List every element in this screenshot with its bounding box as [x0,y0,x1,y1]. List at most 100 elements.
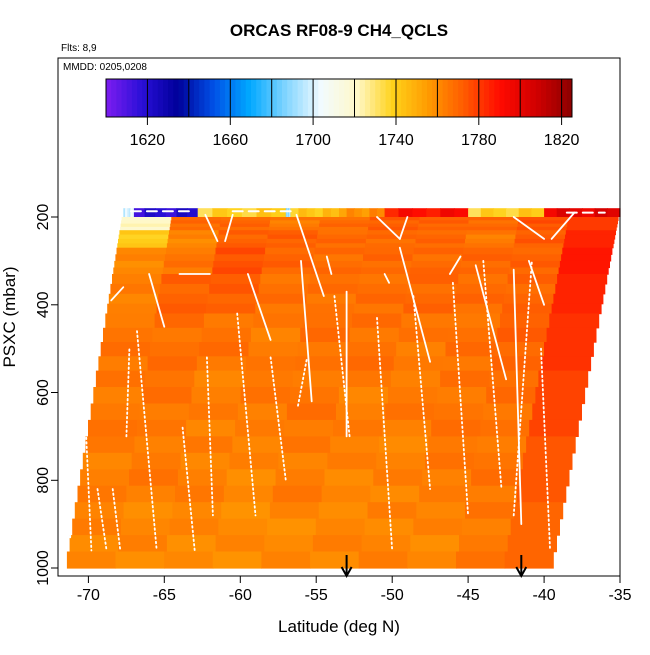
heatmap-cell [411,260,462,269]
heatmap-cell [509,267,560,275]
heatmap-cell [302,313,353,329]
heatmap-cell [462,518,512,536]
heatmap-cell [210,274,261,285]
x-axis-label: Latitude (deg N) [278,617,400,636]
colorbar-swatch [385,79,392,117]
heatmap-cell [319,220,370,225]
heatmap-cell [255,303,306,315]
colorbar-swatch [515,79,521,117]
heatmap-cell [260,274,311,285]
heatmap-cell [284,419,334,437]
heatmap-cell-upper [440,208,455,217]
flight-track-dotted [96,488,108,552]
heatmap-cell [477,436,527,454]
heatmap-cell [330,436,380,454]
heatmap-cell [526,436,576,454]
flight-track-solid [204,213,219,243]
x-tick-label: -40 [533,587,556,604]
colorbar-swatch [157,79,164,117]
heatmap-cell [489,370,540,388]
colorbar-swatch [530,79,537,117]
heatmap-cell-upper [339,208,348,217]
heatmap-cell-upper [130,208,133,217]
flight-track-dotted [269,356,287,482]
flight-track-solid [148,273,166,328]
heatmap-cell-upper [426,208,441,217]
heatmap-cell [517,223,568,228]
heatmap-cell [418,220,470,225]
heatmap-cell [118,535,168,553]
heatmap-cell [220,217,272,221]
heatmap-cell [220,220,271,225]
heatmap-cell [315,518,366,536]
heatmap-cell-upper [531,208,545,217]
y-tick-label: 1000 [35,550,52,586]
heatmap-cell [309,274,360,285]
colorbar-swatch [219,79,226,117]
colorbar-swatch [178,79,185,117]
heatmap-cell [367,502,417,520]
heatmap-cell [147,356,198,372]
colorbar-swatch [566,79,573,117]
heatmap-cell [408,274,459,285]
flight-track-dotted [125,347,131,438]
y-tick-label: 400 [35,291,52,318]
flight-track-dotted [69,373,78,539]
colorbar-swatch [142,79,148,117]
flight-track-solid [224,213,234,243]
y-tick-label: 600 [35,379,52,406]
colorbar-swatch [251,79,257,117]
heatmap-cell [221,502,271,520]
heatmap-cell [553,293,604,305]
heatmap-cell [365,243,416,249]
heatmap-cell-upper [212,208,228,217]
heatmap-layer [66,208,621,569]
heatmap-cell [365,238,417,244]
colorbar-swatch [106,79,112,117]
colorbar-swatch [468,79,475,117]
heatmap-cell-upper [314,208,324,217]
heatmap-cell [468,485,518,503]
heatmap-cell [310,551,360,569]
heatmap-cell [437,387,487,405]
heatmap-cell [306,293,357,305]
heatmap-cell [100,342,151,357]
heatmap-cell [265,247,316,255]
heatmap-cell [105,313,156,329]
heatmap-cell [194,370,245,388]
heatmap-cell [215,535,265,553]
colorbar-swatch [199,79,205,117]
colorbar-swatch [401,79,407,117]
heatmap-cell [450,313,501,329]
heatmap-cell [511,254,562,262]
heatmap-cell-upper [306,208,316,217]
heatmap-cell [471,469,521,487]
heatmap-cell [297,342,348,357]
colorbar-swatch [163,79,169,117]
heatmap-cell [370,485,420,503]
flight-track-solid [512,216,545,240]
heatmap-cell [518,220,569,225]
heatmap-cell [565,234,616,240]
heatmap-cell [464,243,515,249]
heatmap-cell [465,234,516,240]
heatmap-cell [396,342,447,357]
heatmap-cell [321,485,371,503]
heatmap-cell [382,419,432,437]
heatmap-cell [557,274,608,285]
heatmap-cell [142,387,193,405]
flight-track-dotted [297,356,309,407]
heatmap-cell [269,223,320,228]
heatmap-cell [538,370,589,388]
colorbar-swatch [509,79,516,117]
heatmap-cell [116,247,167,255]
heatmap-cell [549,313,600,329]
heatmap-cell [268,230,319,236]
heatmap-cell [152,327,203,343]
heatmap-cell [551,303,602,315]
colorbar-swatch [168,79,174,117]
colorbar-swatch [121,79,128,117]
heatmap-cell [458,274,509,285]
heatmap-cell-upper [322,208,332,217]
heatmap-cell [166,243,218,249]
